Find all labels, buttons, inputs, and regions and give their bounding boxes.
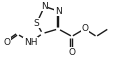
Text: NH: NH xyxy=(24,38,37,47)
Text: N: N xyxy=(41,2,48,11)
Text: O: O xyxy=(81,24,88,33)
Text: S: S xyxy=(34,19,39,28)
Text: O: O xyxy=(68,48,75,57)
Text: O: O xyxy=(4,38,11,47)
Text: N: N xyxy=(55,7,62,16)
